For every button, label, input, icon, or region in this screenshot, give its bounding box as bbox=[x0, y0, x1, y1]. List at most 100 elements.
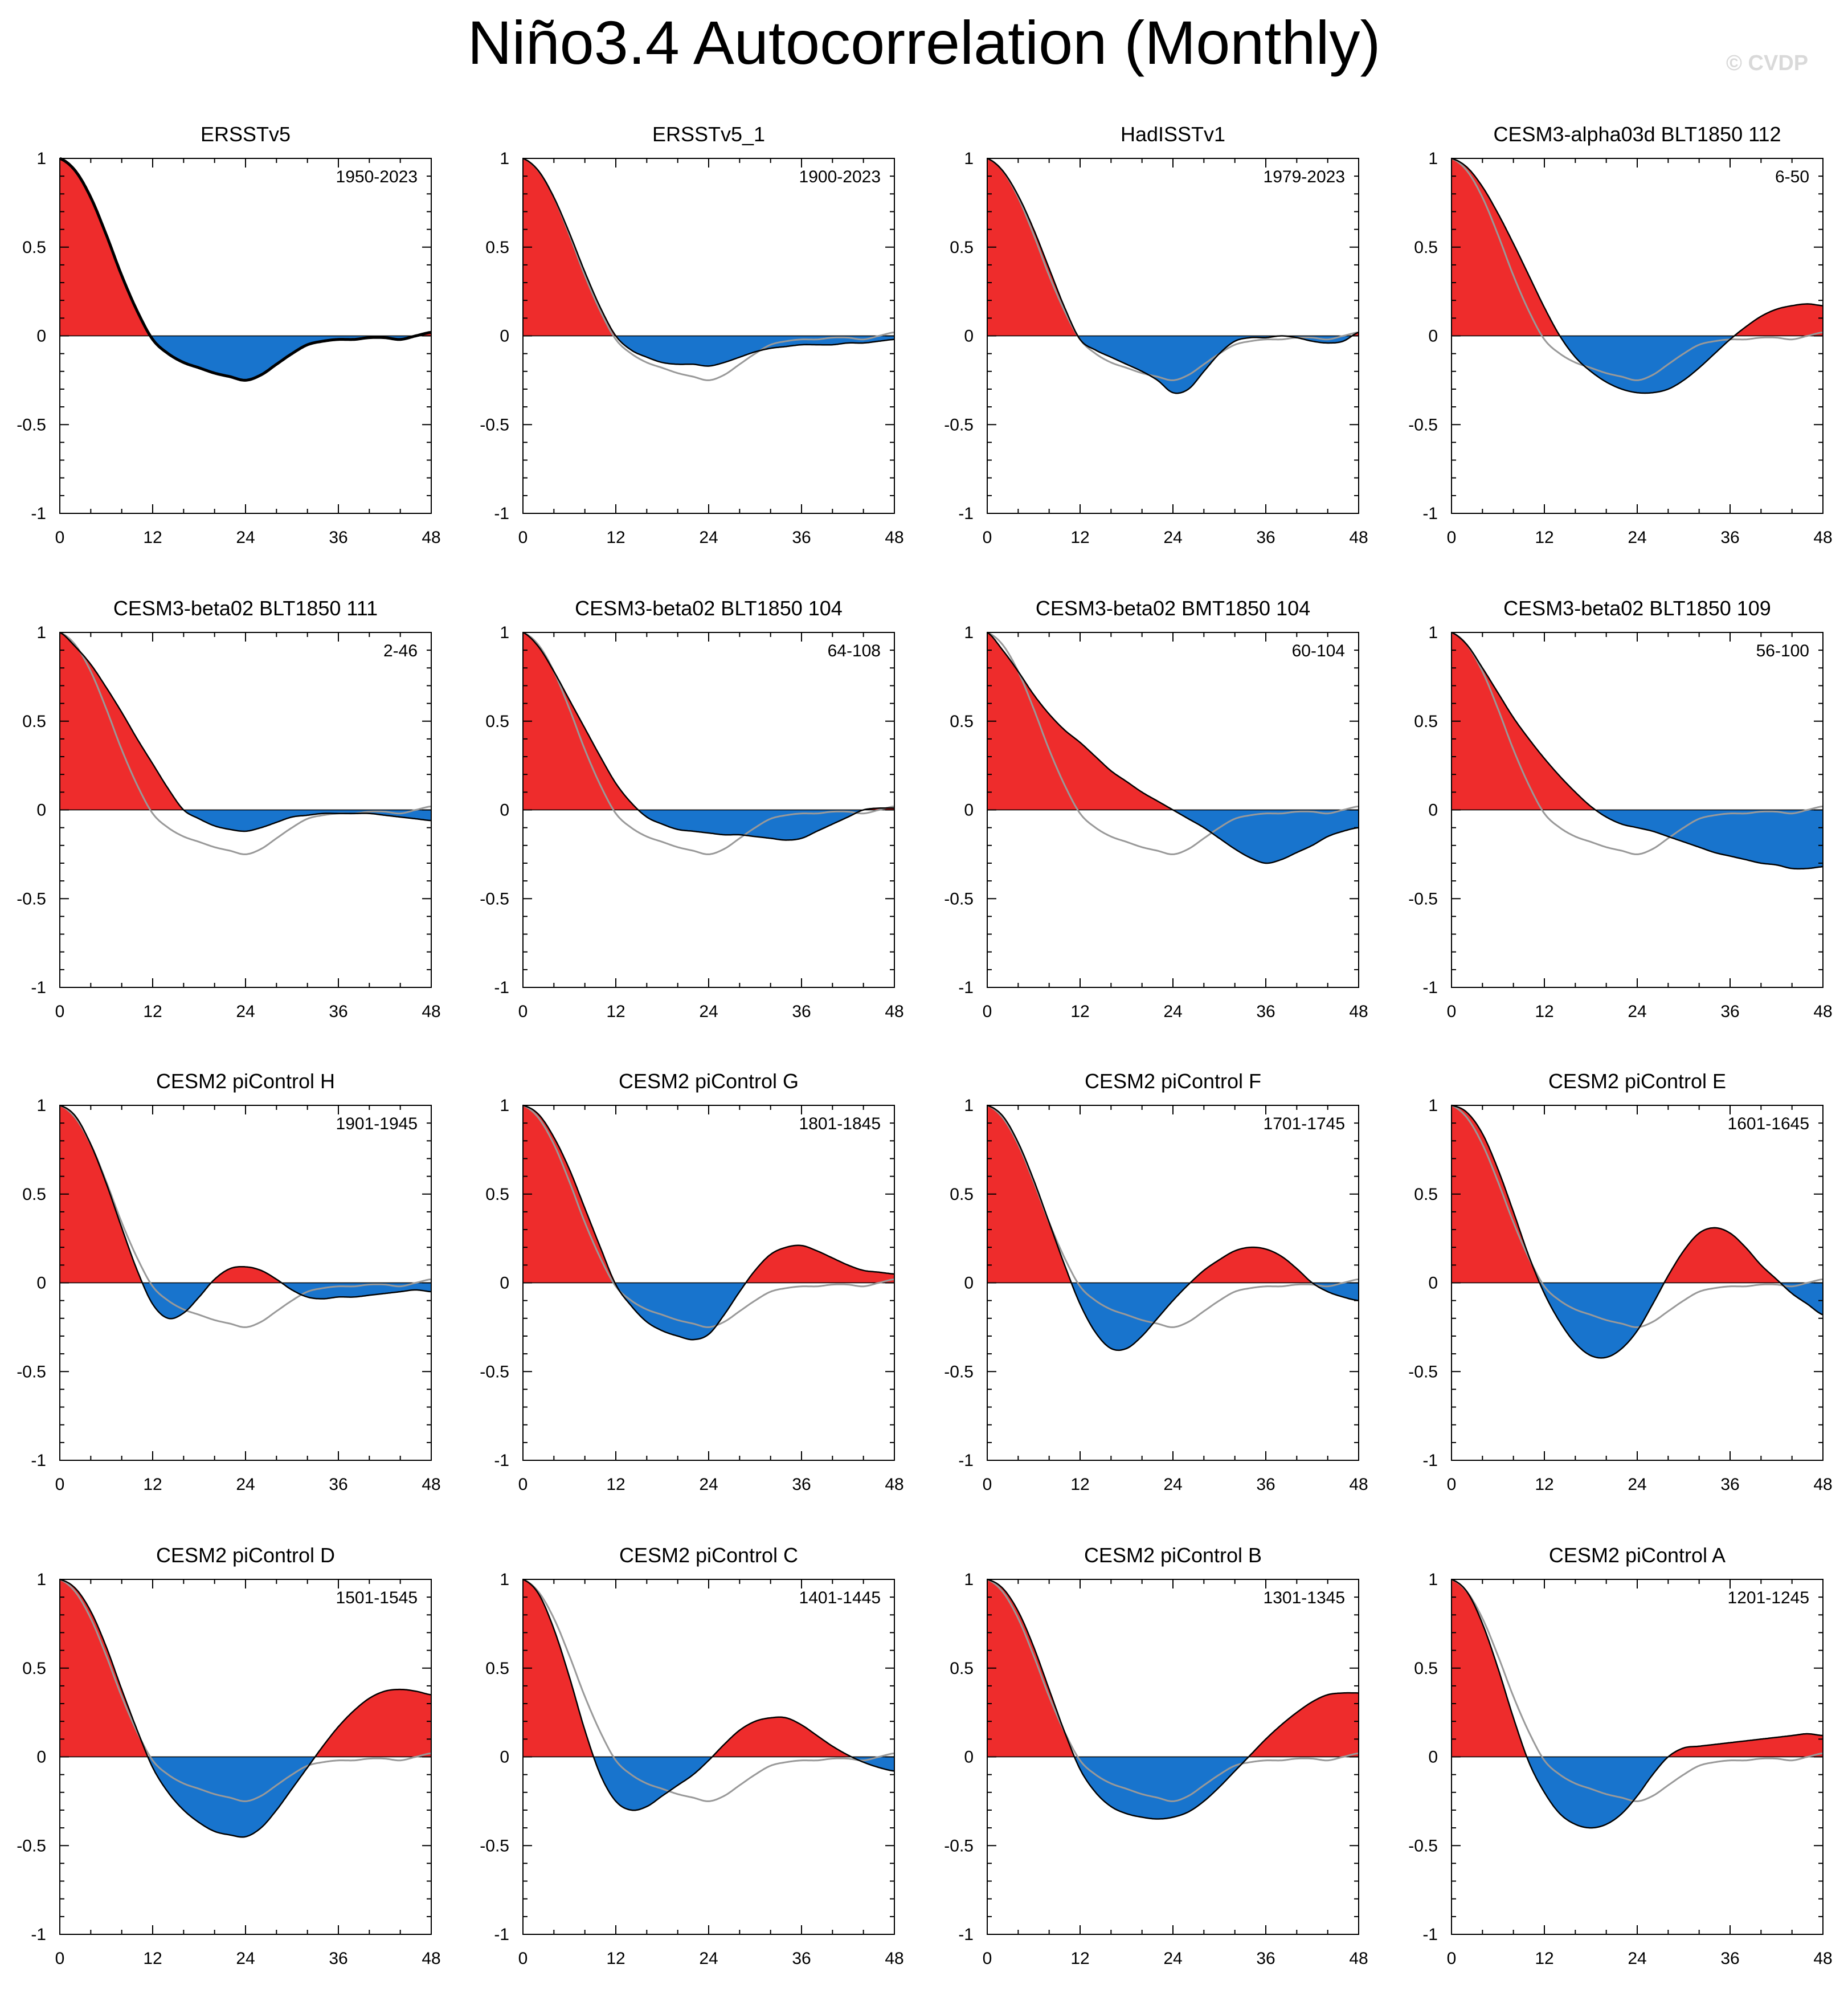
x-tick-label: 0 bbox=[55, 1002, 65, 1021]
chart-panel-5: 0 12 24 36 48 1 0.5 0 -0.5 -1 CESM3-beta02 BLT1850… bbox=[17, 597, 440, 1021]
positive-area bbox=[987, 1105, 1359, 1283]
y-tick-label: 0 bbox=[964, 801, 974, 820]
x-tick-label: 24 bbox=[699, 1002, 718, 1021]
y-tick-label: -0.5 bbox=[1408, 889, 1438, 908]
y-tick-label: 0.5 bbox=[1414, 238, 1438, 257]
period-label: 1900-2023 bbox=[799, 168, 881, 186]
y-tick-label: -0.5 bbox=[17, 415, 46, 434]
positive-area bbox=[987, 1579, 1359, 1757]
period-label: 1950-2023 bbox=[336, 168, 418, 186]
axis-ticks bbox=[59, 632, 432, 988]
positive-area bbox=[523, 1579, 894, 1757]
panel-title: CESM3-beta02 BLT1850 104 bbox=[575, 597, 843, 620]
x-tick-label: 12 bbox=[606, 528, 625, 547]
chart-panel-8: 0 12 24 36 48 1 0.5 0 -0.5 -1 CESM3-beta02 BLT1850… bbox=[1408, 597, 1832, 1021]
positive-area bbox=[523, 1105, 894, 1283]
reference-line bbox=[987, 1578, 1359, 1802]
x-tick-label: 0 bbox=[518, 528, 528, 547]
x-tick-label: 0 bbox=[983, 1002, 992, 1021]
series-line bbox=[987, 157, 1359, 394]
x-tick-label: 0 bbox=[1447, 528, 1457, 547]
series-line bbox=[1451, 157, 1824, 394]
x-tick-label: 24 bbox=[236, 1002, 255, 1021]
panel-title: CESM2 piControl D bbox=[156, 1543, 335, 1567]
x-tick-label: 48 bbox=[885, 528, 903, 547]
x-tick-label: 48 bbox=[1813, 1475, 1832, 1494]
x-tick-label: 12 bbox=[606, 1475, 625, 1494]
panel-title: CESM2 piControl H bbox=[156, 1069, 335, 1093]
series-line bbox=[522, 631, 894, 841]
x-tick-label: 36 bbox=[1720, 1475, 1739, 1494]
x-tick-label: 48 bbox=[1813, 1002, 1832, 1021]
y-tick-label: -1 bbox=[31, 1451, 46, 1470]
period-label: 1501-1545 bbox=[336, 1588, 418, 1607]
reference-line bbox=[1451, 1104, 1824, 1328]
positive-area bbox=[1452, 1579, 1823, 1757]
negative-area bbox=[523, 1283, 894, 1340]
period-label: 1979-2023 bbox=[1264, 168, 1345, 186]
y-tick-label: 0.5 bbox=[22, 712, 46, 731]
x-tick-label: 0 bbox=[518, 1475, 528, 1494]
x-tick-label: 24 bbox=[1163, 1949, 1182, 1968]
x-tick-label: 0 bbox=[55, 528, 65, 547]
y-tick-label: -0.5 bbox=[17, 1836, 46, 1855]
y-tick-label: -0.5 bbox=[944, 1836, 974, 1855]
chart-panel-11: 0 12 24 36 48 1 0.5 0 -0.5 -1 CESM2 piControl F 170… bbox=[944, 1069, 1368, 1494]
reference-line bbox=[522, 157, 895, 381]
x-tick-label: 36 bbox=[329, 528, 347, 547]
axis-ticks bbox=[59, 1105, 432, 1461]
y-tick-label: 1 bbox=[500, 1096, 509, 1115]
negative-area bbox=[60, 336, 431, 381]
x-tick-label: 12 bbox=[1535, 1475, 1553, 1494]
y-tick-label: 1 bbox=[36, 1096, 46, 1115]
axis-ticks bbox=[59, 158, 432, 514]
x-tick-label: 12 bbox=[1070, 1949, 1089, 1968]
y-tick-label: -1 bbox=[958, 1451, 974, 1470]
y-tick-label: 1 bbox=[1428, 1570, 1438, 1589]
y-tick-label: -0.5 bbox=[480, 889, 509, 908]
y-tick-label: -1 bbox=[494, 504, 509, 523]
positive-area bbox=[987, 158, 1359, 336]
x-tick-label: 12 bbox=[143, 1475, 162, 1494]
axis-ticks bbox=[522, 1105, 895, 1461]
series-line bbox=[59, 157, 432, 382]
series-line bbox=[522, 1578, 895, 1811]
x-tick-label: 48 bbox=[1813, 1949, 1832, 1968]
x-tick-label: 12 bbox=[1070, 1002, 1089, 1021]
y-tick-label: 0.5 bbox=[950, 1659, 974, 1678]
y-tick-label: 0 bbox=[964, 1748, 974, 1767]
reference-line bbox=[522, 631, 895, 855]
y-tick-label: 1 bbox=[500, 623, 509, 642]
x-tick-label: 0 bbox=[1447, 1002, 1457, 1021]
panel-title: CESM2 piControl F bbox=[1085, 1069, 1261, 1093]
y-tick-label: 0 bbox=[500, 801, 509, 820]
panel-title: CESM3-beta02 BMT1850 104 bbox=[1036, 597, 1310, 620]
x-tick-label: 24 bbox=[1628, 1949, 1646, 1968]
y-tick-label: 0.5 bbox=[1414, 1659, 1438, 1678]
y-tick-label: -0.5 bbox=[480, 1836, 509, 1855]
y-tick-label: -0.5 bbox=[1408, 1836, 1438, 1855]
axis-ticks bbox=[522, 632, 895, 988]
y-tick-label: -1 bbox=[1422, 1925, 1438, 1944]
y-tick-label: -1 bbox=[958, 978, 974, 997]
y-tick-label: 0.5 bbox=[485, 712, 509, 731]
x-tick-label: 12 bbox=[143, 1002, 162, 1021]
y-tick-label: -1 bbox=[494, 978, 509, 997]
x-tick-label: 48 bbox=[1349, 1475, 1368, 1494]
series-line bbox=[59, 1104, 432, 1320]
y-tick-label: 1 bbox=[500, 1570, 509, 1589]
period-label: 1301-1345 bbox=[1264, 1588, 1345, 1607]
chart-panel-13: 0 12 24 36 48 1 0.5 0 -0.5 -1 CESM2 piControl D 150… bbox=[17, 1543, 440, 1968]
panel-title: CESM2 piControl E bbox=[1548, 1069, 1726, 1093]
x-tick-label: 24 bbox=[699, 1949, 718, 1968]
y-tick-label: 0 bbox=[964, 327, 974, 346]
period-label: 60-104 bbox=[1292, 642, 1345, 660]
y-tick-label: -1 bbox=[1422, 978, 1438, 997]
y-tick-label: 0 bbox=[36, 801, 46, 820]
negative-area bbox=[1452, 810, 1823, 869]
panel-title: CESM3-beta02 BLT1850 109 bbox=[1503, 597, 1771, 620]
y-tick-label: 0.5 bbox=[22, 1185, 46, 1204]
series-line bbox=[522, 157, 895, 367]
x-tick-label: 36 bbox=[792, 528, 811, 547]
x-tick-label: 0 bbox=[518, 1949, 528, 1968]
